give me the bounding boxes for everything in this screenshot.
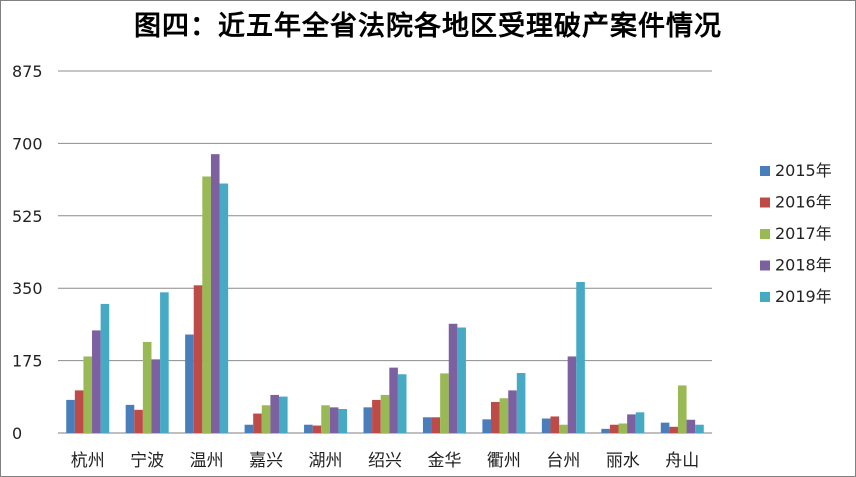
bar-湖州-2018年 (329, 407, 339, 433)
legend-label: 2015年 (775, 161, 832, 180)
bar-金华-2019年 (457, 327, 466, 433)
bar-湖州-2015年 (304, 424, 313, 433)
bar-舟山-2018年 (686, 419, 696, 433)
bar-嘉兴-2019年 (278, 396, 288, 433)
x-axis-categories: 杭州 宁波 温州 嘉兴 湖州 绍兴 金华 衢州 台州 丽水 舟山 (71, 450, 700, 471)
legend-swatch (760, 292, 770, 302)
bar-宁波-2017年 (142, 341, 152, 433)
bar-杭州-2019年 (100, 303, 110, 433)
bar-嘉兴-2015年 (244, 424, 254, 433)
bar-衢州-2016年 (491, 401, 500, 433)
x-category-label: 温州 (190, 451, 224, 471)
y-tick-label: 0 (12, 424, 22, 443)
bar-台州-2019年 (576, 281, 585, 433)
bar-衢州-2017年 (499, 398, 509, 433)
bar-衢州-2015年 (482, 419, 492, 433)
bar-台州-2018年 (567, 356, 577, 433)
y-tick-label: 700 (12, 134, 43, 153)
legend-label: 2017年 (775, 224, 832, 243)
chart-title: 图四：近五年全省法院各地区受理破产案件情况 (134, 11, 722, 42)
bar-温州-2015年 (185, 334, 194, 433)
legend-swatch (760, 260, 770, 271)
bar-杭州-2016年 (74, 390, 84, 433)
bar-温州-2017年 (202, 176, 211, 434)
bar-金华-2017年 (440, 373, 449, 433)
bar-嘉兴-2017年 (261, 405, 271, 433)
bar-绍兴-2017年 (380, 394, 390, 433)
bar-舟山-2017年 (677, 385, 687, 433)
x-category-label: 台州 (546, 451, 580, 471)
bar-宁波-2016年 (134, 409, 143, 433)
bar-台州-2015年 (541, 418, 551, 433)
x-category-label: 杭州 (71, 451, 105, 471)
legend-label: 2016年 (775, 193, 832, 212)
legend-label: 2019年 (775, 287, 832, 306)
y-tick-label: 175 (12, 352, 43, 371)
x-category-label: 嘉兴 (249, 451, 283, 471)
bars (66, 154, 704, 434)
bar-衢州-2018年 (508, 390, 517, 433)
bar-丽水-2015年 (601, 428, 610, 433)
bar-宁波-2018年 (151, 359, 161, 433)
bar-绍兴-2019年 (397, 374, 407, 433)
bar-丽水-2018年 (627, 414, 636, 433)
bar-温州-2018年 (210, 154, 220, 434)
legend-swatch (760, 166, 770, 176)
bar-湖州-2019年 (338, 409, 348, 433)
bar-舟山-2015年 (660, 422, 670, 433)
bar-湖州-2017年 (321, 405, 330, 433)
bar-金华-2016年 (431, 417, 441, 433)
bar-衢州-2019年 (516, 373, 526, 433)
bar-丽水-2019年 (635, 412, 645, 433)
bar-嘉兴-2018年 (270, 394, 279, 433)
bar-杭州-2018年 (92, 330, 101, 433)
bar-嘉兴-2016年 (253, 413, 262, 433)
bar-丽水-2016年 (609, 424, 619, 433)
x-category-label: 衢州 (487, 450, 521, 471)
bar-金华-2015年 (422, 417, 432, 433)
y-tick-label: 350 (12, 279, 43, 298)
bar-杭州-2015年 (66, 399, 75, 433)
bar-温州-2016年 (193, 285, 203, 433)
bar-宁波-2015年 (125, 404, 135, 433)
bar-温州-2019年 (219, 183, 229, 433)
bar-绍兴-2016年 (372, 399, 381, 433)
bar-金华-2018年 (448, 323, 458, 433)
y-tick-label: 525 (12, 207, 43, 226)
bar-丽水-2017年 (618, 423, 628, 433)
bar-湖州-2016年 (312, 425, 322, 433)
bar-绍兴-2018年 (389, 367, 398, 433)
bar-舟山-2016年 (669, 426, 678, 433)
legend-label: 2018年 (775, 256, 832, 275)
bar-舟山-2019年 (695, 424, 704, 433)
legend-swatch (760, 229, 770, 239)
bar-绍兴-2015年 (363, 407, 373, 433)
bar-杭州-2017年 (83, 356, 93, 433)
x-category-label: 绍兴 (368, 451, 402, 471)
y-axis-ticks: 0 175 350 525 700 875 (12, 62, 43, 443)
x-category-label: 湖州 (309, 451, 343, 471)
x-category-label: 丽水 (606, 451, 640, 471)
x-category-label: 宁波 (130, 451, 164, 471)
legend: 2015年 2016年 2017年 2018年 2019年 (760, 161, 832, 306)
bar-台州-2016年 (550, 416, 560, 433)
legend-swatch (760, 197, 770, 208)
x-category-label: 舟山 (665, 451, 699, 471)
bar-台州-2017年 (559, 424, 568, 433)
bar-宁波-2019年 (160, 292, 169, 433)
x-category-label: 金华 (427, 451, 461, 471)
y-tick-label: 875 (12, 62, 43, 81)
